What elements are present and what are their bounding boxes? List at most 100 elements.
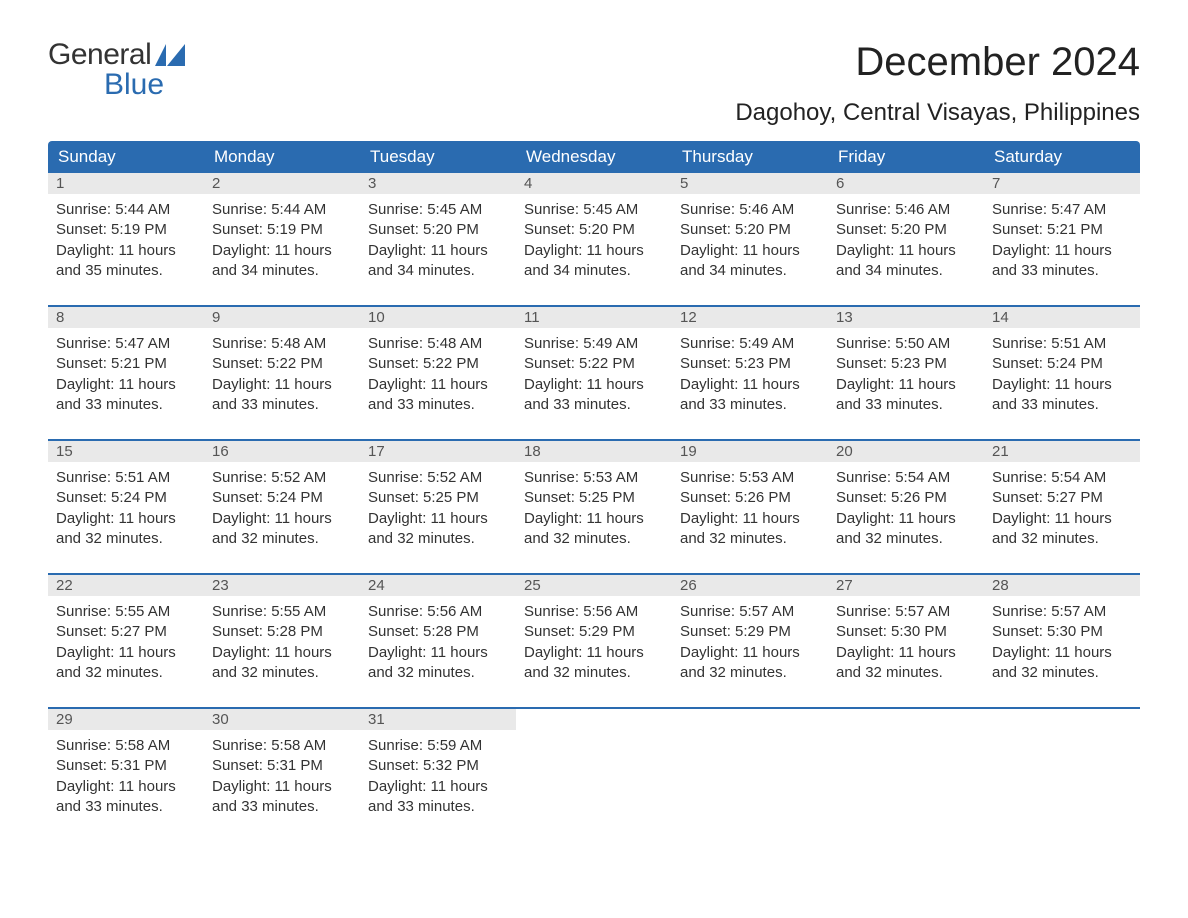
day-detail: Sunrise: 5:57 AMSunset: 5:30 PMDaylight:… (828, 596, 984, 707)
sunrise-text: Sunrise: 5:58 AM (56, 736, 196, 756)
daylight-text: Daylight: 11 hours and 33 minutes. (368, 375, 508, 416)
sunrise-text: Sunrise: 5:52 AM (212, 468, 352, 488)
daylight-text: Daylight: 11 hours and 34 minutes. (680, 241, 820, 282)
sunrise-text: Sunrise: 5:53 AM (524, 468, 664, 488)
daylight-text: Daylight: 11 hours and 35 minutes. (56, 241, 196, 282)
sunset-text: Sunset: 5:32 PM (368, 756, 508, 776)
day-detail: Sunrise: 5:56 AMSunset: 5:28 PMDaylight:… (360, 596, 516, 707)
day-detail: Sunrise: 5:52 AMSunset: 5:25 PMDaylight:… (360, 462, 516, 573)
sunrise-text: Sunrise: 5:55 AM (56, 602, 196, 622)
day-detail-row: Sunrise: 5:44 AMSunset: 5:19 PMDaylight:… (48, 194, 1140, 305)
day-number-row: 15161718192021 (48, 441, 1140, 462)
sunrise-text: Sunrise: 5:56 AM (368, 602, 508, 622)
daylight-text: Daylight: 11 hours and 32 minutes. (680, 643, 820, 684)
sunrise-text: Sunrise: 5:53 AM (680, 468, 820, 488)
sunset-text: Sunset: 5:22 PM (524, 354, 664, 374)
daylight-text: Daylight: 11 hours and 32 minutes. (836, 643, 976, 684)
sunset-text: Sunset: 5:20 PM (680, 220, 820, 240)
daylight-text: Daylight: 11 hours and 32 minutes. (56, 643, 196, 684)
header: General Blue December 2024 Dagohoy, Cent… (48, 40, 1140, 127)
day-detail: Sunrise: 5:47 AMSunset: 5:21 PMDaylight:… (48, 328, 204, 439)
day-number: 12 (672, 307, 828, 328)
sunrise-text: Sunrise: 5:48 AM (368, 334, 508, 354)
day-header: Monday (204, 141, 360, 173)
day-number: 14 (984, 307, 1140, 328)
day-number: 21 (984, 441, 1140, 462)
day-number: 6 (828, 173, 984, 194)
sunrise-text: Sunrise: 5:52 AM (368, 468, 508, 488)
day-detail: Sunrise: 5:57 AMSunset: 5:30 PMDaylight:… (984, 596, 1140, 707)
day-detail-row: Sunrise: 5:51 AMSunset: 5:24 PMDaylight:… (48, 462, 1140, 573)
day-number: 27 (828, 575, 984, 596)
sunrise-text: Sunrise: 5:47 AM (992, 200, 1132, 220)
day-detail-row: Sunrise: 5:47 AMSunset: 5:21 PMDaylight:… (48, 328, 1140, 439)
day-detail: Sunrise: 5:59 AMSunset: 5:32 PMDaylight:… (360, 730, 516, 841)
day-number: 29 (48, 709, 204, 730)
sunrise-text: Sunrise: 5:49 AM (680, 334, 820, 354)
daylight-text: Daylight: 11 hours and 33 minutes. (992, 375, 1132, 416)
day-detail: Sunrise: 5:45 AMSunset: 5:20 PMDaylight:… (360, 194, 516, 305)
sunset-text: Sunset: 5:26 PM (680, 488, 820, 508)
daylight-text: Daylight: 11 hours and 33 minutes. (368, 777, 508, 818)
day-number: 7 (984, 173, 1140, 194)
sunset-text: Sunset: 5:19 PM (56, 220, 196, 240)
day-number: 4 (516, 173, 672, 194)
sunset-text: Sunset: 5:23 PM (836, 354, 976, 374)
day-detail: Sunrise: 5:46 AMSunset: 5:20 PMDaylight:… (672, 194, 828, 305)
brand-word2: Blue (48, 70, 185, 100)
sunrise-text: Sunrise: 5:51 AM (992, 334, 1132, 354)
sunset-text: Sunset: 5:19 PM (212, 220, 352, 240)
daylight-text: Daylight: 11 hours and 32 minutes. (836, 509, 976, 550)
day-number (672, 709, 828, 730)
sunrise-text: Sunrise: 5:44 AM (212, 200, 352, 220)
day-number: 26 (672, 575, 828, 596)
daylight-text: Daylight: 11 hours and 34 minutes. (368, 241, 508, 282)
day-detail: Sunrise: 5:49 AMSunset: 5:23 PMDaylight:… (672, 328, 828, 439)
location: Dagohoy, Central Visayas, Philippines (735, 99, 1140, 127)
daylight-text: Daylight: 11 hours and 33 minutes. (56, 375, 196, 416)
day-detail: Sunrise: 5:55 AMSunset: 5:28 PMDaylight:… (204, 596, 360, 707)
month-title: December 2024 (735, 40, 1140, 85)
day-detail: Sunrise: 5:44 AMSunset: 5:19 PMDaylight:… (204, 194, 360, 305)
daylight-text: Daylight: 11 hours and 33 minutes. (524, 375, 664, 416)
daylight-text: Daylight: 11 hours and 33 minutes. (680, 375, 820, 416)
sunrise-text: Sunrise: 5:45 AM (368, 200, 508, 220)
day-detail: Sunrise: 5:54 AMSunset: 5:27 PMDaylight:… (984, 462, 1140, 573)
day-detail: Sunrise: 5:49 AMSunset: 5:22 PMDaylight:… (516, 328, 672, 439)
sunset-text: Sunset: 5:31 PM (212, 756, 352, 776)
sunset-text: Sunset: 5:22 PM (212, 354, 352, 374)
sunrise-text: Sunrise: 5:57 AM (992, 602, 1132, 622)
daylight-text: Daylight: 11 hours and 33 minutes. (212, 375, 352, 416)
day-number: 16 (204, 441, 360, 462)
sunrise-text: Sunrise: 5:50 AM (836, 334, 976, 354)
day-number: 18 (516, 441, 672, 462)
day-detail: Sunrise: 5:58 AMSunset: 5:31 PMDaylight:… (48, 730, 204, 841)
day-number: 3 (360, 173, 516, 194)
sunrise-text: Sunrise: 5:54 AM (836, 468, 976, 488)
sunset-text: Sunset: 5:20 PM (368, 220, 508, 240)
day-number: 19 (672, 441, 828, 462)
sunset-text: Sunset: 5:20 PM (524, 220, 664, 240)
day-detail: Sunrise: 5:58 AMSunset: 5:31 PMDaylight:… (204, 730, 360, 841)
daylight-text: Daylight: 11 hours and 32 minutes. (368, 643, 508, 684)
day-number: 13 (828, 307, 984, 328)
day-number: 22 (48, 575, 204, 596)
sunset-text: Sunset: 5:24 PM (56, 488, 196, 508)
day-detail (984, 730, 1140, 841)
sunrise-text: Sunrise: 5:44 AM (56, 200, 196, 220)
daylight-text: Daylight: 11 hours and 33 minutes. (212, 777, 352, 818)
sunrise-text: Sunrise: 5:55 AM (212, 602, 352, 622)
daylight-text: Daylight: 11 hours and 33 minutes. (56, 777, 196, 818)
sunset-text: Sunset: 5:29 PM (524, 622, 664, 642)
sunset-text: Sunset: 5:20 PM (836, 220, 976, 240)
daylight-text: Daylight: 11 hours and 34 minutes. (212, 241, 352, 282)
daylight-text: Daylight: 11 hours and 32 minutes. (524, 643, 664, 684)
day-number: 28 (984, 575, 1140, 596)
brand-word1: General (48, 40, 151, 70)
day-detail: Sunrise: 5:54 AMSunset: 5:26 PMDaylight:… (828, 462, 984, 573)
sunrise-text: Sunrise: 5:45 AM (524, 200, 664, 220)
sunset-text: Sunset: 5:27 PM (56, 622, 196, 642)
day-header: Saturday (984, 141, 1140, 173)
day-detail: Sunrise: 5:48 AMSunset: 5:22 PMDaylight:… (360, 328, 516, 439)
day-header: Friday (828, 141, 984, 173)
